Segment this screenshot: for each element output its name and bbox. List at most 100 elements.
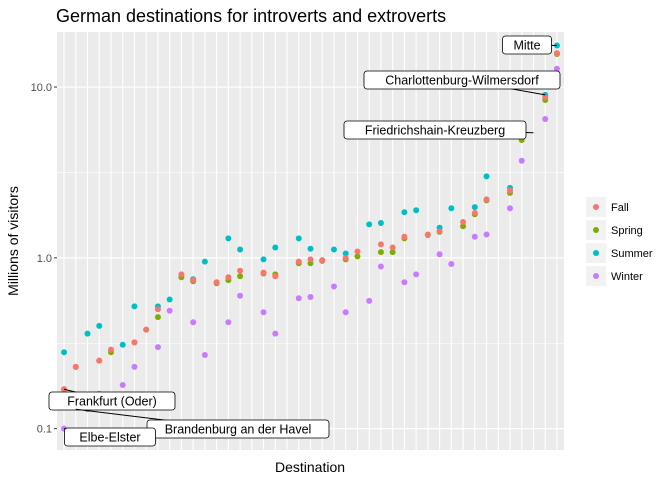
data-point-summer [119,341,126,348]
annotation-label: Frankfurt (Oder) [48,388,176,411]
legend-label: Fall [611,202,629,214]
data-point-fall [154,306,161,313]
data-point-fall [553,50,560,57]
data-point-fall [213,279,220,286]
annotation-label: Elbe-Elster [63,427,156,447]
data-point-fall [272,273,279,280]
data-point-fall [342,254,349,261]
legend-swatch [593,273,599,279]
data-point-fall [424,231,431,238]
data-point-summer [330,246,337,253]
data-point-winter [471,233,478,240]
data-point-winter [237,292,244,299]
data-point-winter [295,295,302,302]
data-point-spring [377,249,384,256]
data-point-fall [225,274,232,281]
data-point-fall [295,258,302,265]
data-points [61,42,560,432]
data-point-summer [366,221,373,228]
data-point-summer [307,245,314,252]
data-point-summer [201,258,208,265]
annotation-box [48,391,176,411]
annotation-text: Mitte [513,39,540,53]
data-point-summer [166,296,173,303]
data-point-summer [61,349,68,356]
data-point-summer [342,250,349,257]
annotation-text: Elbe-Elster [79,431,140,445]
y-tick-label: 1.0 [37,253,52,265]
annotation-box [64,427,156,447]
y-axis-title: Millions of visitors [5,186,21,296]
data-point-fall [471,210,478,217]
data-point-fall [72,363,79,370]
data-point-summer [272,244,279,251]
data-point-summer [260,256,267,263]
data-point-winter [190,319,197,326]
annotation-label: Charlottenburg-Wilmersdorf [363,70,561,96]
data-point-fall [460,219,467,226]
data-point-spring [354,253,361,260]
data-point-winter [483,231,490,238]
data-point-summer [483,173,490,180]
data-point-fall [307,256,314,263]
data-point-winter [377,263,384,270]
data-point-fall [107,346,114,353]
data-point-fall [354,248,361,255]
data-point-fall [143,326,150,333]
data-point-fall [178,271,185,278]
x-axis-title: Destination [275,459,345,475]
data-point-fall [401,233,408,240]
data-point-fall [389,244,396,251]
data-point-summer [237,246,244,253]
legend: Fall Spring Summer Winter [586,197,653,286]
data-point-summer [225,235,232,242]
data-point-fall [319,257,326,264]
data-point-fall [131,339,138,346]
data-point-fall [507,187,514,194]
legend-swatch [593,227,599,233]
data-point-fall [61,386,68,393]
data-point-fall [483,196,490,203]
grid-lines [57,32,564,450]
data-point-summer [413,207,420,214]
data-point-winter [401,279,408,286]
annotation-box [343,120,527,140]
data-point-spring [237,273,244,280]
y-tick-label: 10.0 [31,82,52,94]
data-point-summer [401,209,408,216]
annotation-text: Frankfurt (Oder) [67,395,157,409]
data-point-fall [96,357,103,364]
data-point-summer [131,303,138,310]
data-point-summer [448,205,455,212]
legend-swatch [593,250,599,256]
data-point-winter [131,363,138,370]
y-axis: 0.1 1.0 10.0 [31,82,57,436]
data-point-summer [84,330,91,337]
annotation-box [363,70,561,90]
data-point-fall [542,94,549,101]
data-point-winter [119,382,126,389]
chart-title: German destinations for introverts and e… [56,6,446,26]
data-point-winter [166,307,173,314]
data-point-spring [389,249,396,256]
legend-swatch [593,204,599,210]
data-point-fall [260,269,267,276]
data-point-winter [366,297,373,304]
data-point-winter [154,344,161,351]
annotation-box [502,35,552,55]
y-tick-label: 0.1 [37,424,52,436]
data-point-winter [225,319,232,326]
annotation-label: Friedrichshain-Kreuzberg [343,120,534,140]
data-point-winter [507,205,514,212]
legend-label: Winter [611,271,643,283]
data-point-winter [342,309,349,316]
data-point-fall [190,277,197,284]
data-point-summer [377,219,384,226]
data-point-winter [518,157,525,164]
data-point-fall [436,228,443,235]
annotation-label: Mitte [502,35,557,55]
data-point-winter [260,309,267,316]
data-point-summer [295,235,302,242]
data-point-fall [237,267,244,274]
